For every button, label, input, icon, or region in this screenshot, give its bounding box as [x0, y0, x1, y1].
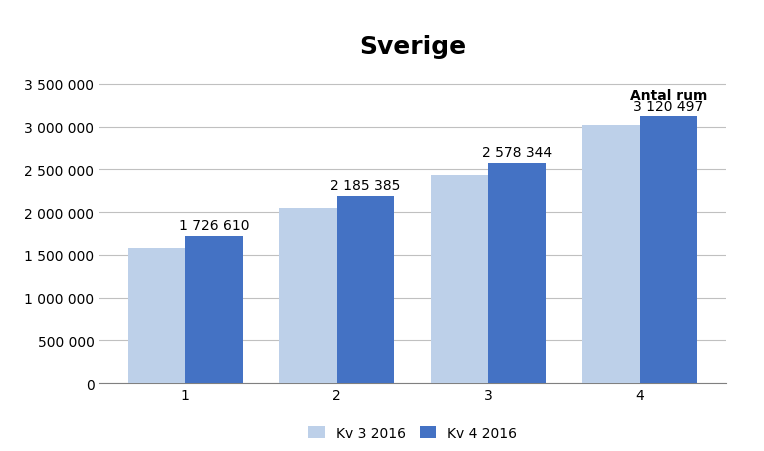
Bar — [186, 236, 243, 383]
Bar — [337, 197, 394, 383]
Text: 3 120 497: 3 120 497 — [633, 99, 704, 113]
Bar — [280, 209, 337, 383]
Text: Antal rum: Antal rum — [630, 89, 707, 103]
Legend: Kv 3 2016, Kv 4 2016: Kv 3 2016, Kv 4 2016 — [308, 426, 517, 440]
Text: 1 726 610: 1 726 610 — [179, 218, 249, 232]
Bar — [128, 249, 186, 383]
Text: 2 185 385: 2 185 385 — [330, 179, 401, 193]
Text: 2 578 344: 2 578 344 — [482, 146, 552, 160]
Title: Sverige: Sverige — [359, 35, 466, 59]
Bar — [639, 117, 698, 383]
Bar — [582, 126, 639, 383]
Bar — [488, 163, 545, 383]
Bar — [431, 175, 488, 383]
